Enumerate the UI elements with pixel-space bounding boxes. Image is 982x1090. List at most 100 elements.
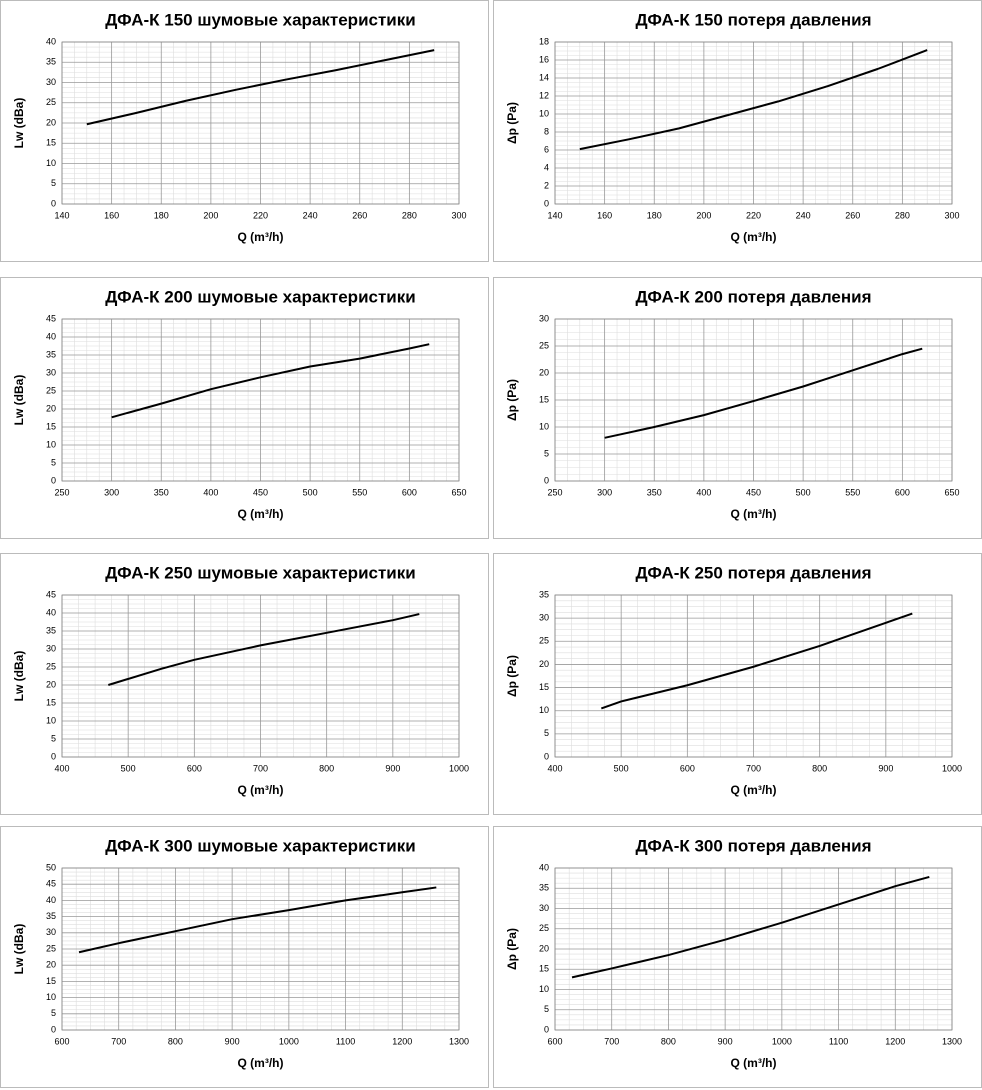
y-tick-label: 18 (539, 36, 549, 46)
chart-panel: ДФА-К 150 шумовые характеристики 140 160 18… (0, 0, 489, 262)
x-tick-label: 600 (187, 763, 202, 773)
y-tick-label: 40 (46, 607, 56, 617)
chart-title: ДФА-К 300 шумовые характеристики (105, 836, 415, 855)
y-tick-label: 0 (51, 198, 56, 208)
x-tick-label: 600 (680, 763, 695, 773)
y-tick-label: 15 (46, 976, 56, 986)
y-axis-label: Lw (dBa) (12, 924, 26, 975)
y-tick-label: 15 (46, 421, 56, 431)
y-axis-label: Δp (Pa) (505, 655, 519, 697)
data-line (579, 49, 928, 151)
plot-frame (61, 867, 460, 1031)
data-line (86, 49, 435, 126)
y-tick-label: 5 (51, 1008, 56, 1018)
y-tick-label: 10 (539, 984, 549, 994)
x-axis-label: Q (m³/h) (238, 507, 284, 521)
x-tick-label: 600 (402, 487, 417, 497)
y-tick-label: 20 (46, 117, 56, 127)
y-tick-label: 15 (46, 138, 56, 148)
x-tick-label: 600 (54, 1036, 69, 1046)
data-line (108, 613, 420, 686)
x-tick-label: 160 (597, 210, 612, 220)
x-tick-label: 500 (796, 487, 811, 497)
y-tick-label: 10 (539, 108, 549, 118)
y-tick-label: 20 (539, 367, 549, 377)
y-tick-label: 25 (46, 385, 56, 395)
panel-border (493, 0, 982, 262)
y-tick-label: 25 (539, 340, 549, 350)
x-tick-label: 800 (812, 763, 827, 773)
x-tick-label: 900 (225, 1036, 240, 1046)
x-tick-label: 1200 (392, 1036, 412, 1046)
y-tick-label: 35 (46, 57, 56, 67)
y-tick-label: 25 (539, 923, 549, 933)
y-tick-label: 30 (46, 643, 56, 653)
x-tick-label: 1200 (885, 1036, 905, 1046)
x-axis-label: Q (m³/h) (238, 783, 284, 797)
x-tick-label: 550 (352, 487, 367, 497)
x-tick-label: 400 (54, 763, 69, 773)
y-tick-label: 10 (46, 992, 56, 1002)
y-tick-label: 20 (46, 679, 56, 689)
x-tick-label: 900 (878, 763, 893, 773)
x-tick-label: 900 (718, 1036, 733, 1046)
x-tick-label: 450 (253, 487, 268, 497)
y-tick-label: 0 (544, 1024, 549, 1034)
y-tick-label: 25 (46, 97, 56, 107)
x-tick-label: 280 (895, 210, 910, 220)
panel-border (0, 553, 489, 815)
x-tick-label: 450 (746, 487, 761, 497)
x-tick-label: 300 (104, 487, 119, 497)
y-tick-label: 20 (46, 403, 56, 413)
y-tick-label: 2 (544, 180, 549, 190)
y-tick-label: 5 (544, 1004, 549, 1014)
x-tick-label: 140 (54, 210, 69, 220)
y-tick-label: 5 (544, 728, 549, 738)
y-tick-label: 45 (46, 589, 56, 599)
x-tick-label: 200 (203, 210, 218, 220)
chart-title: ДФА-К 150 шумовые характеристики (105, 10, 415, 29)
x-tick-label: 650 (944, 487, 959, 497)
y-axis-label: Lw (dBa) (12, 375, 26, 426)
y-tick-label: 15 (539, 964, 549, 974)
y-tick-label: 25 (539, 636, 549, 646)
y-tick-label: 16 (539, 54, 549, 64)
data-line (111, 343, 430, 419)
x-tick-label: 600 (547, 1036, 562, 1046)
x-axis-label: Q (m³/h) (238, 230, 284, 244)
chart-title: ДФА-К 200 шумовые характеристики (105, 287, 415, 306)
x-tick-label: 1100 (829, 1036, 848, 1046)
chart-panel: ДФА-К 300 шумовые характеристики 600 700 80… (0, 826, 489, 1088)
y-tick-label: 5 (51, 733, 56, 743)
x-tick-label: 900 (385, 763, 400, 773)
x-tick-label: 300 (597, 487, 612, 497)
x-tick-label: 220 (253, 210, 268, 220)
y-axis-label: Lw (dBa) (12, 98, 26, 149)
x-tick-label: 220 (746, 210, 761, 220)
y-tick-label: 35 (46, 625, 56, 635)
data-line (600, 612, 913, 710)
x-tick-label: 250 (547, 487, 562, 497)
chart-title: ДФА-К 200 потеря давления (635, 287, 871, 306)
x-tick-label: 260 (352, 210, 367, 220)
x-tick-label: 350 (647, 487, 662, 497)
plot-frame (61, 318, 460, 482)
y-tick-label: 50 (46, 862, 56, 872)
y-tick-label: 30 (46, 77, 56, 87)
chart-title: ДФА-К 250 шумовые характеристики (105, 563, 415, 582)
x-tick-label: 700 (746, 763, 761, 773)
chart-title: ДФА-К 250 потеря давления (635, 563, 871, 582)
x-tick-label: 160 (104, 210, 119, 220)
y-tick-label: 35 (46, 911, 56, 921)
y-tick-label: 30 (46, 927, 56, 937)
x-tick-label: 400 (203, 487, 218, 497)
y-tick-label: 45 (46, 313, 56, 323)
y-tick-label: 5 (51, 457, 56, 467)
y-tick-label: 0 (544, 475, 549, 485)
y-tick-label: 35 (46, 349, 56, 359)
x-tick-label: 1000 (279, 1036, 299, 1046)
